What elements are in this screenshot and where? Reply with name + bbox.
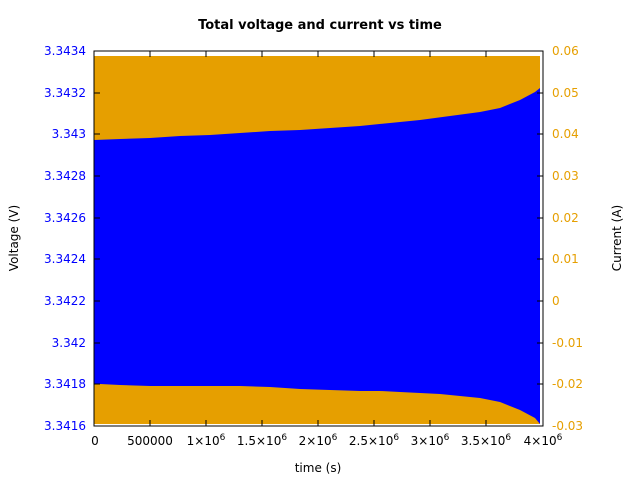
x-tick-label: 0 <box>91 434 99 448</box>
left-y-tick-label: 3.3428 <box>44 169 86 183</box>
left-y-tick-label: 3.3426 <box>44 211 86 225</box>
right-y-tick-label: 0.02 <box>552 211 579 225</box>
voltage-series-band <box>94 88 540 424</box>
x-tick-label: 2×106 <box>298 433 338 448</box>
right-y-tick-label: 0.01 <box>552 252 579 266</box>
x-tick-label: 1×106 <box>186 433 226 448</box>
left-y-axis-label: Voltage (V) <box>7 204 21 272</box>
chart-title: Total voltage and current vs time <box>198 18 442 33</box>
right-y-tick-label: 0.04 <box>552 127 579 141</box>
x-tick-label: 500000 <box>127 434 173 448</box>
right-y-tick-label: 0.06 <box>552 44 579 58</box>
right-y-tick-label: 0.05 <box>552 86 579 100</box>
right-y-tick-label: 0.03 <box>552 169 579 183</box>
left-y-tick-label: 3.342 <box>51 336 86 350</box>
x-tick-label: 1.5×106 <box>236 433 288 448</box>
right-y-tick-label: -0.01 <box>552 336 584 350</box>
x-tick-label: 2.5×106 <box>348 433 400 448</box>
left-y-tick-label: 3.343 <box>51 127 86 141</box>
x-tick-label: 3.5×106 <box>460 433 512 448</box>
x-axis-label: time (s) <box>294 461 342 475</box>
left-y-tick-label: 3.3434 <box>44 44 86 58</box>
left-y-axis-ticks <box>94 50 100 385</box>
left-y-tick-label: 3.3416 <box>44 419 86 433</box>
left-y-tick-label: 3.3422 <box>44 294 86 308</box>
right-y-axis-label: Current (A) <box>610 204 624 272</box>
left-y-tick-label: 3.3418 <box>44 377 86 391</box>
right-y-tick-label: 0 <box>552 294 560 308</box>
x-tick-label: 3×106 <box>410 433 450 448</box>
left-y-tick-label: 3.3424 <box>44 252 86 266</box>
left-y-tick-label: 3.3432 <box>44 86 86 100</box>
right-y-tick-label: -0.03 <box>552 419 584 433</box>
x-tick-label: 4×106 <box>523 433 563 448</box>
x-axis-ticks <box>149 51 487 426</box>
right-y-axis-ticks <box>537 92 543 385</box>
right-y-tick-label: -0.02 <box>552 377 584 391</box>
